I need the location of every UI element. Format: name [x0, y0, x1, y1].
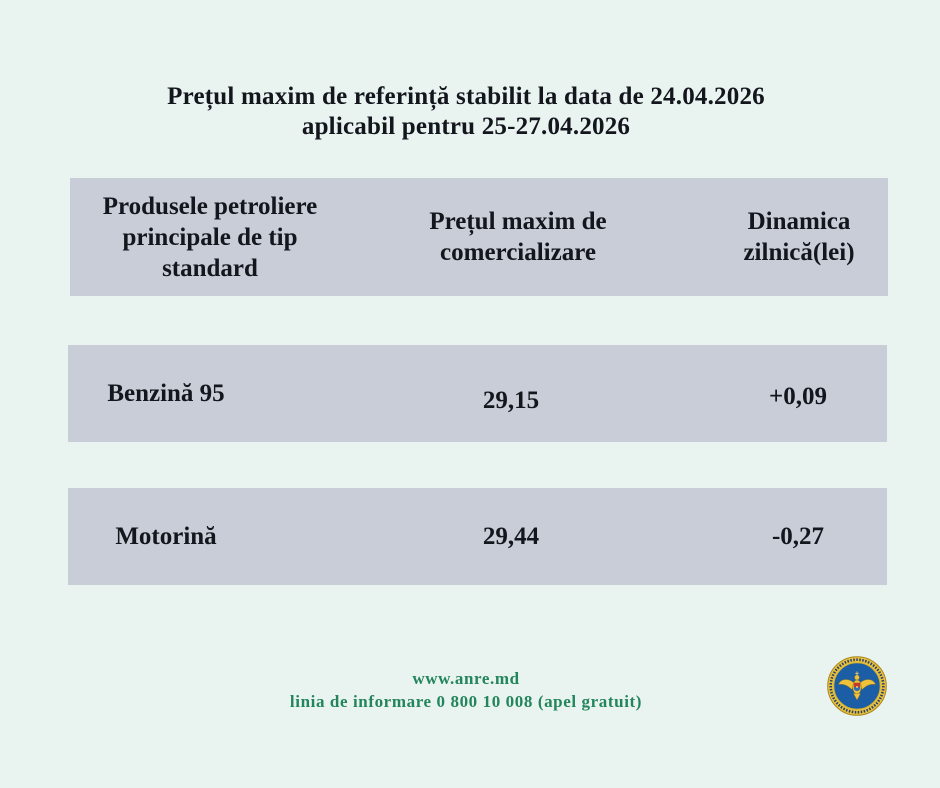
- footer-contact: www.anre.md linia de informare 0 800 10 …: [0, 667, 932, 713]
- anre-moldova-seal-icon: [827, 656, 887, 716]
- max-price-cell: 29,15: [351, 345, 671, 442]
- page-title: Prețul maxim de referință stabilit la da…: [0, 82, 932, 142]
- max-price-value: 29,44: [482, 523, 540, 550]
- daily-dynamic-value: -0,27: [771, 523, 825, 550]
- table-row-motorina: Motorină 29,44 -0,27: [68, 488, 887, 585]
- product-name-cell: Benzină 95: [68, 345, 264, 442]
- product-name: Motorină: [115, 523, 217, 550]
- max-price-cell: 29,44: [351, 488, 671, 585]
- column-header-daily-dynamic-label: Dinamica zilnică(lei): [743, 208, 855, 266]
- column-header-products: Produsele petroliere principale de tip s…: [70, 178, 350, 296]
- title-line-2: aplicabil pentru 25-27.04.2026: [301, 113, 631, 140]
- table-header-row: Produsele petroliere principale de tip s…: [70, 178, 888, 296]
- title-line-1: Prețul maxim de referință stabilit la da…: [167, 83, 765, 110]
- daily-dynamic-cell: +0,09: [708, 345, 888, 442]
- column-header-max-price: Prețul maxim de comercializare: [353, 178, 683, 296]
- column-header-max-price-label: Prețul maxim de comercializare: [429, 208, 607, 266]
- max-price-value: 29,15: [482, 387, 540, 414]
- website-text: www.anre.md: [412, 669, 520, 688]
- infoline-text: linia de informare 0 800 10 008 (apel gr…: [289, 692, 643, 711]
- product-name-cell: Motorină: [68, 488, 264, 585]
- column-header-daily-dynamic: Dinamica zilnică(lei): [710, 178, 888, 296]
- product-name: Benzină 95: [107, 380, 225, 407]
- daily-dynamic-cell: -0,27: [708, 488, 888, 585]
- table-row-benzina-95: Benzină 95 29,15 +0,09: [68, 345, 887, 442]
- daily-dynamic-value: +0,09: [769, 383, 827, 410]
- column-header-products-label: Produsele petroliere principale de tip s…: [102, 192, 318, 282]
